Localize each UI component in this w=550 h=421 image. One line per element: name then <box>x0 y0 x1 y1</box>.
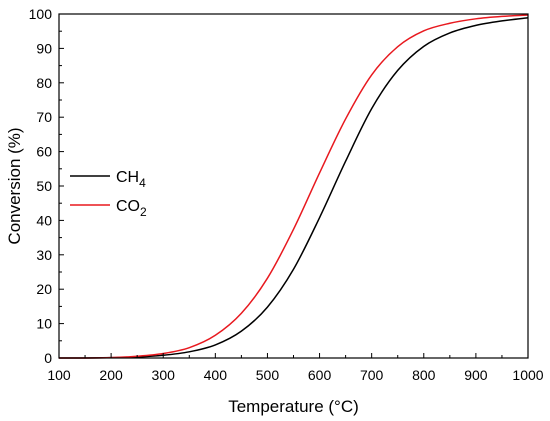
x-tick-label: 800 <box>412 367 436 383</box>
y-axis-title: Conversion (%) <box>5 127 24 244</box>
y-tick-label: 90 <box>36 40 52 56</box>
legend-label-ch4: CH4 <box>116 169 146 190</box>
y-tick-label: 70 <box>36 109 52 125</box>
x-tick-label: 900 <box>464 367 488 383</box>
x-tick-label: 100 <box>47 367 71 383</box>
x-tick-label: 200 <box>99 367 123 383</box>
y-tick-label: 60 <box>36 144 52 160</box>
x-tick-label: 700 <box>360 367 384 383</box>
x-axis-title: Temperature (°C) <box>228 397 359 416</box>
x-tick-label: 500 <box>256 367 280 383</box>
x-tick-label: 600 <box>308 367 332 383</box>
y-tick-label: 100 <box>29 6 53 22</box>
x-tick-label: 1000 <box>512 367 543 383</box>
y-tick-label: 0 <box>44 350 52 366</box>
series-line-co2 <box>58 14 529 359</box>
y-axis-ticks: 0 10 20 30 40 50 60 70 80 90 100 <box>29 6 64 366</box>
plot-frame <box>58 13 529 359</box>
y-tick-label: 50 <box>36 178 52 194</box>
y-tick-label: 30 <box>36 247 52 263</box>
x-axis-ticks: 100 200 300 400 500 600 700 800 900 1000 <box>47 353 544 383</box>
series-layer <box>58 14 529 359</box>
y-tick-label: 10 <box>36 316 52 332</box>
legend-label-co2: CO2 <box>116 198 147 219</box>
x-tick-label: 400 <box>204 367 228 383</box>
series-line-ch4 <box>58 17 529 359</box>
y-tick-label: 40 <box>36 212 52 228</box>
x-tick-label: 300 <box>152 367 176 383</box>
y-tick-label: 80 <box>36 75 52 91</box>
y-tick-label: 20 <box>36 281 52 297</box>
